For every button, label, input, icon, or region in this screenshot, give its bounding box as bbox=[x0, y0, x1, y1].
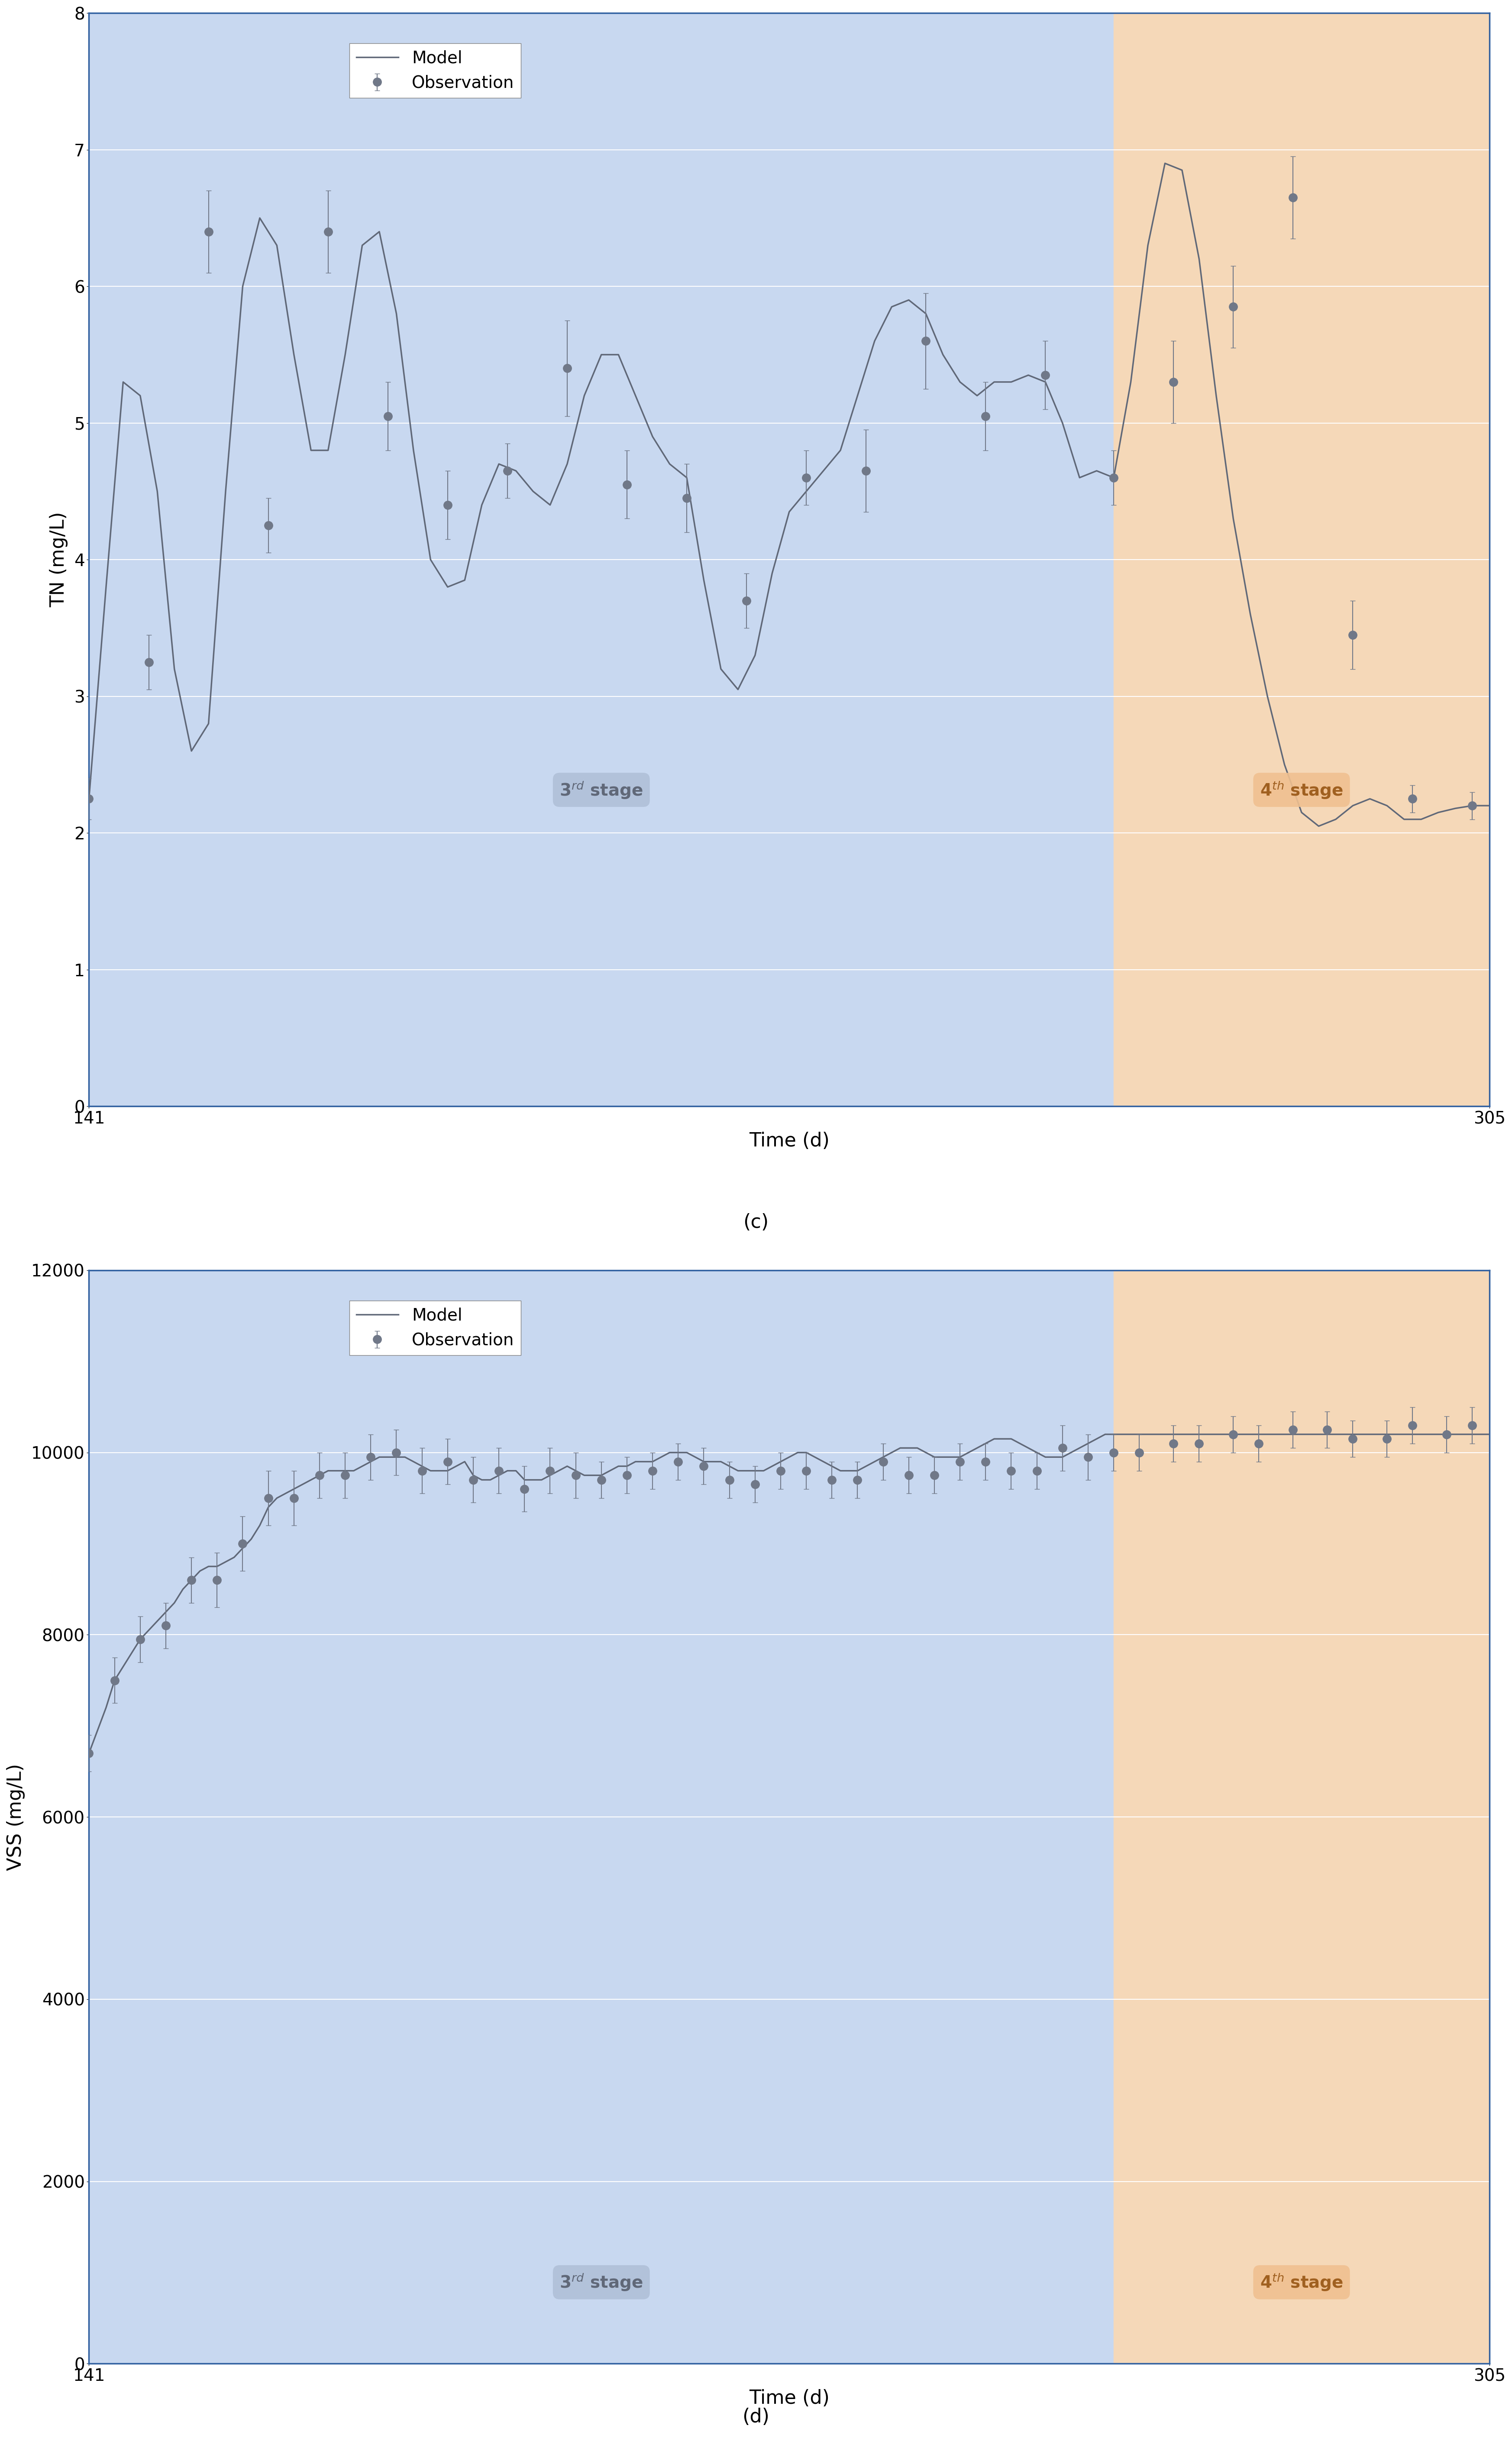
Text: 4$^{th}$ stage: 4$^{th}$ stage bbox=[1259, 2272, 1343, 2292]
Line: Model: Model bbox=[89, 1434, 1489, 1752]
Model bbox=[370, 218, 389, 248]
Model bbox=[1190, 245, 1208, 275]
Model bbox=[1028, 1439, 1046, 1468]
Model bbox=[284, 341, 302, 370]
Model bbox=[80, 1738, 98, 1767]
Model bbox=[165, 654, 183, 684]
Model bbox=[916, 299, 934, 328]
Line: Model: Model bbox=[89, 164, 1489, 826]
Text: 4$^{th}$ stage: 4$^{th}$ stage bbox=[1259, 779, 1343, 799]
X-axis label: Time (d): Time (d) bbox=[748, 1132, 830, 1150]
Model bbox=[1480, 1419, 1498, 1449]
Text: (d): (d) bbox=[742, 2407, 770, 2426]
Model bbox=[1309, 811, 1328, 841]
Y-axis label: VSS (mg/L): VSS (mg/L) bbox=[6, 1762, 26, 1870]
Model bbox=[242, 1525, 260, 1554]
Bar bbox=[1114, 12, 1489, 1105]
Model bbox=[80, 784, 98, 814]
Model bbox=[593, 1461, 611, 1490]
Legend: Model, Observation: Model, Observation bbox=[349, 44, 520, 98]
Text: 3$^{rd}$ stage: 3$^{rd}$ stage bbox=[559, 779, 643, 799]
Bar bbox=[89, 1270, 1114, 2363]
Y-axis label: TN (mg/L): TN (mg/L) bbox=[50, 512, 68, 608]
Bar bbox=[1114, 1270, 1489, 2363]
Model bbox=[1155, 150, 1173, 179]
Bar bbox=[89, 12, 1114, 1105]
Legend: Model, Observation: Model, Observation bbox=[349, 1301, 520, 1355]
Model bbox=[122, 1637, 141, 1667]
Model bbox=[216, 1547, 234, 1576]
X-axis label: Time (d): Time (d) bbox=[748, 2390, 830, 2407]
Model bbox=[1480, 792, 1498, 821]
Model bbox=[1096, 1419, 1114, 1449]
Text: (c): (c) bbox=[744, 1213, 768, 1233]
Model bbox=[1173, 1419, 1191, 1449]
Text: 3$^{rd}$ stage: 3$^{rd}$ stage bbox=[559, 2272, 643, 2292]
Model bbox=[1087, 456, 1105, 485]
